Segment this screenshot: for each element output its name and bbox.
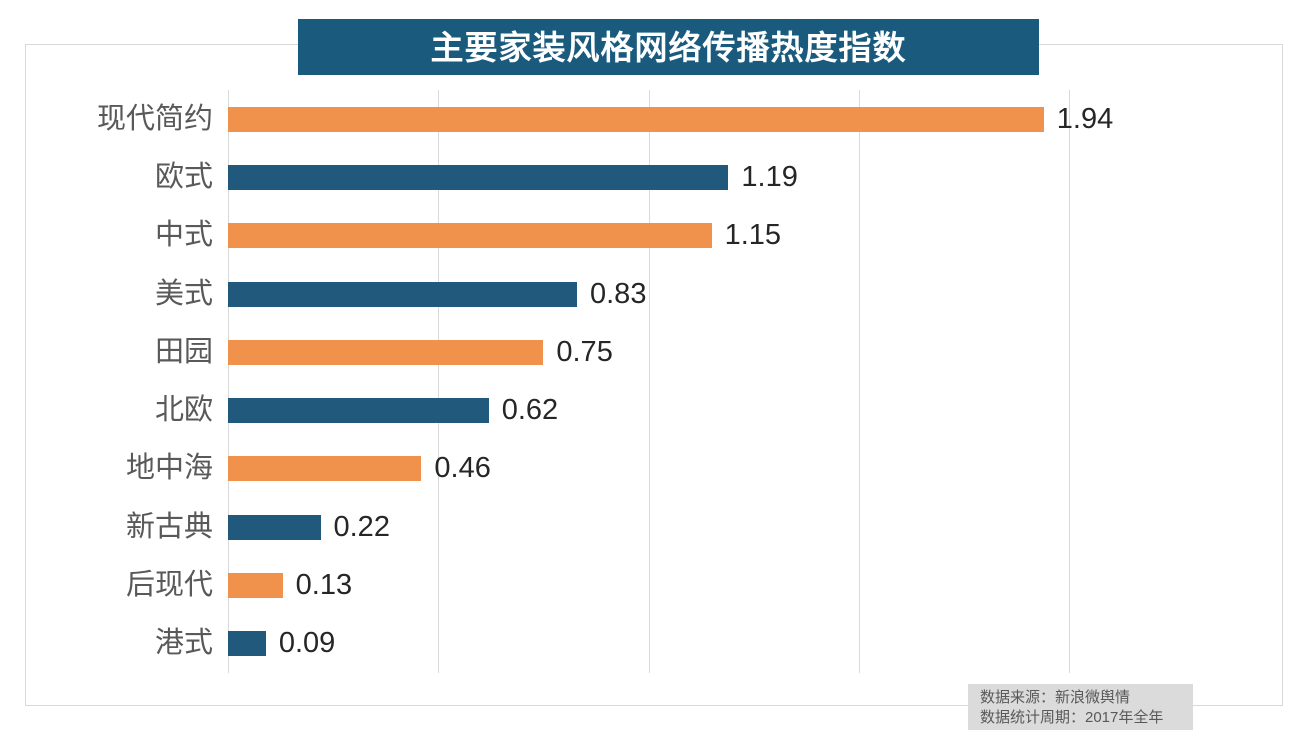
bar-row: 北欧 0.62 [25, 381, 1284, 439]
value-label: 1.94 [1056, 102, 1114, 135]
value-label: 0.62 [501, 394, 559, 427]
value-label: 0.75 [556, 335, 613, 368]
plot-area: 现代简约 1.94 欧式 1.19 中式 1.15 美式 0.83 田园 0.75 北欧 0.62 地中… [25, 90, 1284, 673]
category-label: 现代简约 [96, 102, 213, 135]
source-note: 数据来源：新浪微舆情 数据统计周期：2017年全年 [968, 684, 1193, 730]
category-label: 田园 [154, 335, 213, 368]
category-label: 港式 [154, 627, 213, 660]
category-label: 地中海 [125, 452, 213, 485]
bar-rows: 现代简约 1.94 欧式 1.19 中式 1.15 美式 0.83 田园 0.75 北欧 0.62 地中… [25, 90, 1284, 673]
value-label: 0.46 [434, 452, 491, 485]
bar-row: 欧式 1.19 [25, 148, 1284, 206]
value-label: 0.13 [295, 569, 353, 602]
bar [228, 456, 422, 482]
bar [228, 631, 266, 657]
category-label: 欧式 [154, 160, 213, 193]
category-label: 美式 [154, 277, 213, 310]
bar [228, 223, 712, 249]
bar [228, 398, 489, 424]
bar-row: 港式 0.09 [25, 615, 1284, 673]
value-label: 1.15 [724, 219, 782, 252]
gridline [648, 90, 650, 673]
gridline [858, 90, 860, 673]
category-label: 后现代 [125, 569, 213, 602]
source-line-2: 数据统计周期：2017年全年 [980, 709, 1164, 726]
gridline [438, 90, 440, 673]
category-label: 新古典 [125, 510, 213, 543]
bar [228, 106, 1044, 132]
bar-row: 地中海 0.46 [25, 440, 1284, 498]
bar [228, 281, 577, 307]
bar [228, 514, 321, 540]
bar-row: 现代简约 1.94 [25, 90, 1284, 148]
bar-row: 中式 1.15 [25, 207, 1284, 265]
bar [228, 573, 283, 599]
bar-row: 后现代 0.13 [25, 556, 1284, 614]
chart-title-banner: 主要家装风格网络传播热度指数 [298, 19, 1039, 75]
category-label: 北欧 [154, 394, 213, 427]
value-label: 0.09 [278, 627, 336, 660]
value-label: 0.83 [590, 277, 647, 310]
bar-row: 美式 0.83 [25, 265, 1284, 323]
bar [228, 164, 729, 190]
bar [228, 339, 544, 365]
chart-title: 主要家装风格网络传播热度指数 [430, 28, 907, 66]
bar-row: 新古典 0.22 [25, 498, 1284, 556]
y-axis-line [228, 90, 229, 673]
value-label: 0.22 [333, 510, 390, 543]
value-label: 1.19 [741, 160, 798, 193]
bar-row: 田园 0.75 [25, 323, 1284, 381]
category-label: 中式 [154, 219, 213, 252]
source-line-1: 数据来源：新浪微舆情 [980, 689, 1131, 706]
gridline [1069, 90, 1070, 673]
